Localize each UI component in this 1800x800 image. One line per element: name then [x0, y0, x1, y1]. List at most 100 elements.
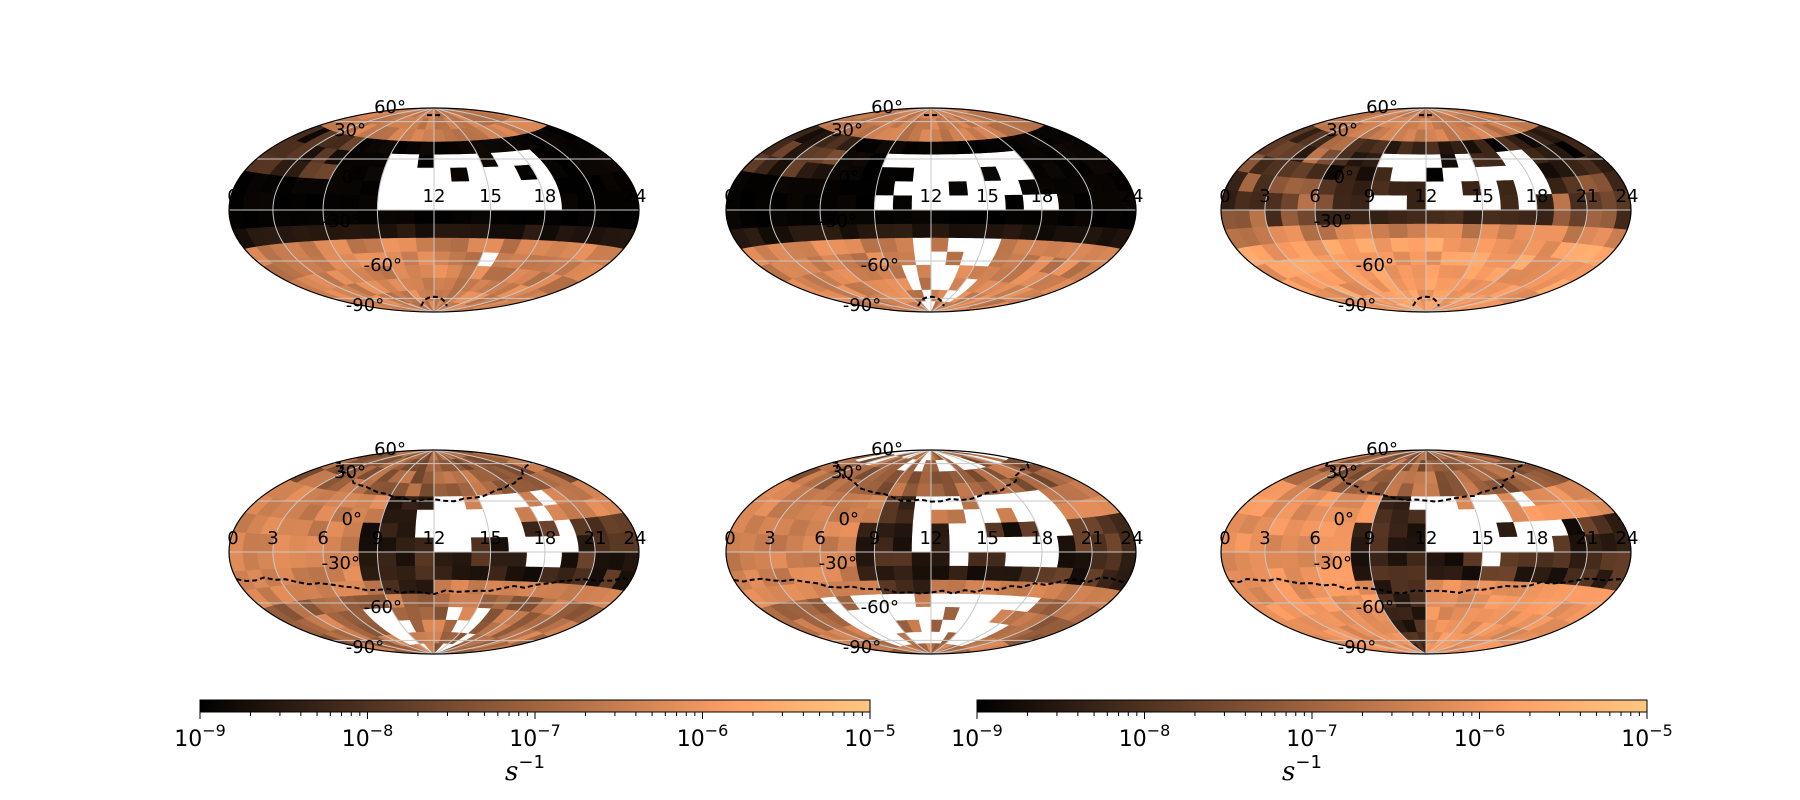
- heatmap-cell: [576, 192, 596, 211]
- heatmap-cell: [802, 193, 823, 211]
- lat-tick-label: -60°: [364, 597, 402, 618]
- lon-tick-label: 0: [724, 186, 735, 207]
- meridian-line: [873, 449, 932, 655]
- heatmap-cell: [916, 483, 932, 498]
- dashed-contour: [1412, 114, 1440, 307]
- heatmap-cell: [1022, 209, 1043, 226]
- lon-tick-label: 18: [533, 186, 556, 207]
- graticule: [726, 449, 1136, 655]
- heatmap-cell: [967, 551, 988, 567]
- heatmap-cell: [1387, 195, 1408, 211]
- heatmap-cell: [966, 565, 988, 582]
- lon-tick-label: 9: [372, 528, 383, 549]
- heatmap-cell: [911, 551, 932, 567]
- meridian-line: [1368, 107, 1427, 313]
- lon-tick-label: 3: [1259, 186, 1270, 207]
- heatmap-cell: [398, 237, 418, 253]
- map-panel-top-right: 60° 30° 0° -30° -60° -90° 0 3 6 9 12 15 18 21 24: [1219, 97, 1638, 316]
- heatmap-cell: [986, 551, 1007, 567]
- heatmap-cell: [916, 264, 932, 279]
- heatmap-cell: [1406, 551, 1427, 567]
- lon-tick-label: 21: [1081, 528, 1104, 549]
- lon-tick-label: 24: [1616, 186, 1639, 207]
- heatmap-cell: [395, 551, 416, 567]
- heatmap-cell: [948, 565, 969, 581]
- heatmap-cell: [305, 193, 326, 211]
- heatmap-cells: [228, 449, 640, 655]
- meridian-line: [322, 449, 435, 655]
- heatmap-cell: [911, 565, 932, 581]
- heatmap-cell: [914, 593, 932, 608]
- heatmap-cell: [452, 209, 473, 225]
- lat-tick-label: -90°: [346, 295, 384, 316]
- heatmap-cell: [892, 195, 913, 211]
- heatmap-cell: [1425, 565, 1446, 581]
- heatmap-cell: [837, 194, 858, 211]
- heatmap-cell: [433, 167, 453, 183]
- heatmap-cell: [433, 251, 451, 266]
- lon-tick-label: 12: [920, 186, 943, 207]
- heatmap-cell: [930, 209, 951, 225]
- heatmap-cell: [912, 237, 932, 253]
- lat-tick-label: 60°: [1366, 97, 1398, 118]
- lon-tick-label: 6: [317, 528, 328, 549]
- meridian-line: [272, 449, 435, 655]
- heatmap-cell: [785, 209, 806, 227]
- lon-tick-label: 21: [1576, 186, 1599, 207]
- colorbar-gradient: [976, 699, 1648, 713]
- heatmap-cell: [1039, 209, 1060, 227]
- heatmap-cell: [419, 264, 435, 279]
- heatmap-cell: [486, 224, 509, 240]
- meridian-line: [1425, 107, 1538, 313]
- lat-tick-label: 60°: [871, 439, 903, 460]
- lat-tick-label: -60°: [861, 597, 899, 618]
- lon-tick-label: 15: [1471, 186, 1494, 207]
- colorbar-unit-label: s−1: [1282, 752, 1322, 787]
- heatmap-cell: [819, 194, 840, 211]
- lon-tick-label: 18: [533, 528, 556, 549]
- heatmap-cell: [785, 193, 806, 211]
- heatmap-cell: [874, 551, 895, 567]
- heatmap-cell: [856, 180, 879, 196]
- colorbar-2: 10−9 10−8 10−7 10−6 10−5 s−1: [951, 699, 1673, 787]
- heatmap-cell: [450, 237, 470, 253]
- heatmap-cell: [322, 194, 343, 211]
- heatmap-cell: [288, 193, 309, 211]
- heatmap-cell: [1442, 509, 1462, 525]
- heatmap-cell: [415, 237, 435, 253]
- heatmap-cell: [1444, 195, 1465, 211]
- heatmap-cell: [914, 251, 932, 266]
- heatmap-cell: [451, 523, 472, 539]
- heatmap-cell: [1004, 551, 1025, 568]
- heatmap-cell: [1568, 551, 1588, 570]
- heatmap-cell: [947, 237, 967, 253]
- colorbar-tick-label: 10−6: [1454, 721, 1506, 752]
- dashed-contour: [236, 461, 632, 596]
- heatmap-cell: [452, 537, 473, 553]
- heatmap-cell: [469, 565, 491, 582]
- heatmap-cell: [930, 509, 950, 525]
- colorbar-tick-label: 10−8: [342, 721, 394, 752]
- heatmap-cell: [288, 535, 309, 553]
- lat-tick-label: 0°: [342, 167, 362, 188]
- heatmap-cell: [892, 551, 913, 567]
- lon-tick-label: 18: [1030, 186, 1053, 207]
- lon-tick-label: 9: [869, 528, 880, 549]
- heatmap-cell: [359, 180, 382, 196]
- lat-tick-label: -90°: [1338, 637, 1376, 658]
- heatmap-cell: [949, 551, 970, 567]
- heatmap-cell: [415, 167, 435, 183]
- heatmap-cell: [874, 195, 895, 211]
- heatmap-cell: [892, 537, 913, 553]
- dashed-contour: [1229, 462, 1624, 595]
- meridian-line: [930, 107, 1043, 313]
- heatmap-cell: [1462, 209, 1483, 225]
- heatmap-cell: [433, 593, 451, 608]
- heatmap-cell: [451, 565, 472, 581]
- heatmap-cell: [433, 237, 453, 253]
- heatmap-cell: [948, 181, 969, 197]
- lat-tick-label: -60°: [861, 255, 899, 276]
- meridian-line: [376, 107, 435, 313]
- heatmap-cell: [930, 223, 951, 239]
- graticule: [229, 449, 639, 655]
